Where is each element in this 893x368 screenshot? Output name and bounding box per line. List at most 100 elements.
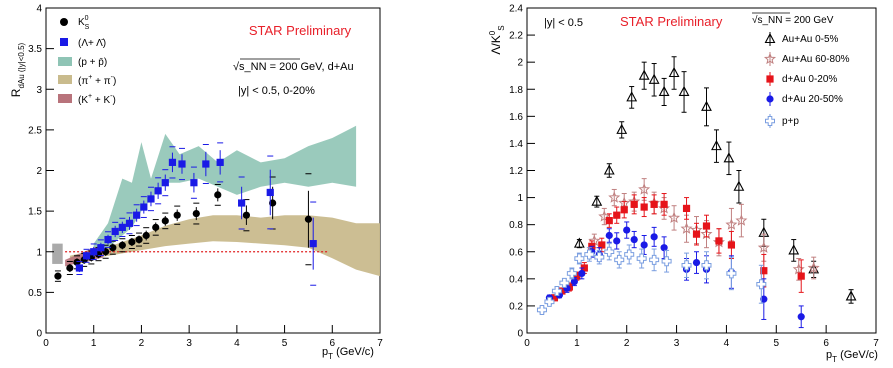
right-s4-point-8: [604, 246, 615, 257]
right-s3-point-7: [605, 231, 613, 240]
left-y-tick-label-6: 3: [36, 85, 42, 96]
legend-swatch-proton: [58, 57, 72, 66]
left-s0-point-11: [142, 231, 150, 240]
right-s1-point-1: [598, 210, 611, 222]
left-s1-point-7: [125, 219, 134, 227]
right-s3-point-12: [650, 233, 658, 241]
right-y-tick-label-7: 1.4: [509, 139, 523, 150]
right-s2-point-18: [727, 241, 736, 249]
right-x-tick-label-2: 2: [624, 338, 630, 349]
right-s0-point-11: [711, 139, 722, 151]
right-x-tick-label-5: 5: [774, 338, 780, 349]
right-axes-layer: 0 1 2 3 4 5 6 7 0 0.2 0.4 0.6 0.8 1 1.2 1.4 1.6 1.8 2 2.2 2.…: [509, 4, 879, 350]
right-s1-point-9: [680, 222, 693, 234]
right-s1-point-13: [725, 218, 738, 230]
right-s1-point-14: [735, 214, 748, 226]
right-legend-marker-3: [766, 95, 774, 103]
left-y-tick-label-8: 4: [36, 4, 42, 15]
right-x-tick-label-7: 7: [873, 338, 879, 349]
legend-label-lambda: (Λ+ Λ̄): [78, 38, 106, 49]
right-s1-point-16: [792, 263, 805, 275]
right-y-tick-label-2: 0.4: [509, 274, 523, 285]
right-legend: Au+Au 0-5% Au+Au 60-80% d+Au 0-20% d+Au …: [763, 32, 850, 128]
right-s1-point-15: [757, 241, 770, 253]
right-marks-layer: [536, 56, 857, 329]
right-s2-point-12: [650, 200, 658, 208]
right-y-tick-label-9: 1.8: [509, 85, 523, 96]
right-s0-point-1: [591, 195, 603, 206]
right-y-tick-label-12: 2.4: [509, 4, 523, 15]
left-y-tick-label-5: 2.5: [28, 125, 42, 136]
left-marks-layer: [54, 142, 317, 286]
right-s1-point-5: [638, 183, 651, 195]
legend-label-dau-central: d+Au 0-20%: [782, 74, 837, 85]
left-s0-point-10: [135, 235, 143, 244]
left-s0-point-1: [66, 264, 74, 272]
right-s2-point-14: [682, 204, 691, 213]
right-s2-point-9: [620, 206, 628, 214]
right-s3-point-9: [623, 226, 631, 234]
left-s1-point-2: [90, 248, 98, 256]
right-s4-point-11: [636, 253, 647, 264]
legend-label-kaon-short: K0 S: [78, 15, 90, 31]
legend-label-dau-peripheral: d+Au 20-50%: [782, 94, 843, 105]
left-s0-point-17: [242, 211, 250, 219]
right-legend-marker-0: [764, 32, 776, 44]
left-s0-point-15: [192, 209, 200, 218]
left-s0-point-7: [109, 244, 117, 252]
right-s3-point-15: [692, 258, 701, 267]
right-y-tick-label-0: 0: [517, 329, 523, 340]
left-y-tick-label-3: 1.5: [28, 207, 42, 218]
right-legend-marker-4: [765, 116, 775, 126]
legend-swatch-charged-kaon: [58, 94, 72, 103]
right-y-tick-label-4: 0.8: [509, 220, 523, 231]
right-x-tick-label-4: 4: [724, 338, 730, 349]
right-s1-point-8: [668, 211, 681, 224]
right-s4-point-9: [614, 254, 625, 265]
right-x-tick-label-1: 1: [574, 338, 580, 349]
left-annotation-energy: √s_NN = 200 GeV, d+Au: [233, 61, 354, 73]
right-annotation-rapidity: |y| < 0.5: [544, 17, 583, 29]
left-x-tick-label-2: 2: [139, 338, 145, 349]
left-s1-point-4: [104, 235, 112, 244]
left-x-tick-label-3: 3: [186, 338, 192, 349]
right-s4-point-10: [624, 249, 635, 260]
right-s2-point-0: [550, 294, 559, 302]
right-chart-panel: 0 1 2 3 4 5 6 7 0 0.2 0.4 0.6 0.8 1 1.2 1.4 1.6 1.8 2 2.2 2.…: [488, 4, 879, 365]
right-x-axis-label: pT (GeV/c): [826, 349, 878, 364]
right-y-tick-label-1: 0.2: [509, 301, 523, 312]
legend-label-charged-kaon: (K+ + K-): [78, 93, 116, 106]
right-y-tick-label-8: 1.6: [509, 112, 523, 123]
right-s2-point-8: [613, 211, 621, 219]
legend-marker-lambda: [60, 38, 68, 46]
right-s0-point-8: [668, 66, 680, 78]
right-y-tick-label-11: 2.2: [509, 31, 523, 42]
left-x-tick-label-6: 6: [330, 338, 336, 349]
right-s3-point-4: [578, 269, 586, 278]
right-s2-point-16: [702, 222, 711, 230]
right-x-tick-label-6: 6: [823, 338, 829, 349]
right-s0-point-10: [701, 100, 712, 111]
right-s4-point-15: [701, 260, 712, 271]
right-s3-point-10: [630, 235, 638, 244]
left-s0-point-18: [269, 199, 277, 207]
right-s0-point-17: [845, 290, 857, 301]
left-legend: K0 S (Λ+ Λ̄) (p + p̄) (π+ + π-) (K+ + K-): [58, 15, 116, 106]
left-s0-point-0: [54, 272, 62, 280]
right-s4-point-1: [544, 296, 555, 307]
right-y-tick-label-5: 1: [517, 193, 523, 204]
left-chart-panel: 0 1 2 3 4 5 6 7 0 0.5 1 1.5 2 2.5 3 3.5 4 STAR Prelimina…: [9, 4, 383, 362]
left-annotation-rapidity: |y| < 0.5, 0-20%: [238, 85, 315, 97]
left-x-tick-label-5: 5: [282, 338, 288, 349]
left-s0-point-8: [118, 241, 126, 249]
legend-swatch-pion: [58, 75, 72, 84]
legend-marker-kaon-short: [60, 18, 68, 26]
right-s1-point-2: [608, 191, 621, 203]
legend-label-proton: (p + p̄): [78, 57, 107, 68]
right-s0-point-6: [648, 73, 660, 84]
right-s2-point-7: [605, 217, 613, 225]
left-s1-point-6: [118, 223, 126, 231]
legend-label-pion: (π+ + π-): [78, 74, 116, 87]
left-s1-point-12: [161, 179, 169, 187]
legend-label-auau-peripheral: Au+Au 60-80%: [782, 54, 850, 65]
